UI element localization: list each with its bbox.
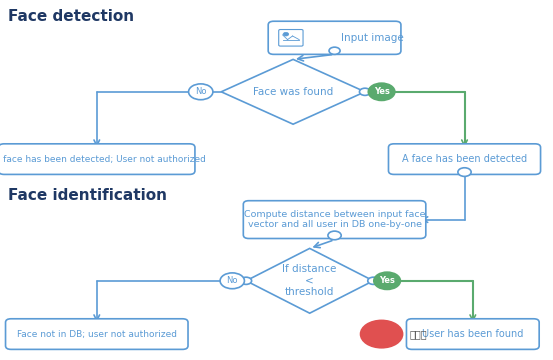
FancyBboxPatch shape	[406, 319, 539, 349]
Text: Yes: Yes	[379, 276, 395, 285]
Text: Face not in DB; user not authorized: Face not in DB; user not authorized	[17, 330, 177, 338]
Circle shape	[359, 88, 371, 95]
Text: Compute distance between input face
vector and all user in DB one-by-one: Compute distance between input face vect…	[244, 210, 425, 229]
FancyBboxPatch shape	[0, 144, 195, 174]
Circle shape	[328, 231, 341, 240]
Text: User has been found: User has been found	[422, 329, 524, 339]
Text: Face was found: Face was found	[253, 87, 333, 97]
Text: Face identification: Face identification	[8, 188, 168, 203]
Circle shape	[368, 83, 395, 100]
Circle shape	[241, 277, 252, 284]
Text: No face has been detected; User not authorized: No face has been detected; User not auth…	[0, 154, 206, 163]
Circle shape	[329, 47, 340, 54]
Text: Face detection: Face detection	[8, 9, 134, 24]
Polygon shape	[246, 248, 373, 313]
Circle shape	[458, 168, 471, 176]
FancyBboxPatch shape	[268, 21, 401, 54]
Text: If distance
<
threshold: If distance < threshold	[283, 264, 337, 297]
Text: Yes: Yes	[374, 87, 389, 96]
Circle shape	[368, 277, 379, 284]
Text: No: No	[227, 276, 238, 285]
Text: No: No	[195, 87, 206, 96]
Text: Input image: Input image	[341, 33, 404, 43]
Circle shape	[283, 32, 289, 36]
Text: 中文网: 中文网	[409, 329, 427, 339]
Circle shape	[361, 320, 403, 348]
Polygon shape	[221, 59, 365, 124]
Circle shape	[220, 273, 244, 289]
Text: php: php	[371, 329, 392, 339]
FancyBboxPatch shape	[388, 144, 540, 174]
Circle shape	[374, 272, 400, 289]
FancyBboxPatch shape	[6, 319, 188, 349]
Text: A face has been detected: A face has been detected	[402, 154, 527, 164]
FancyBboxPatch shape	[243, 201, 426, 238]
FancyBboxPatch shape	[279, 30, 303, 46]
Circle shape	[189, 84, 213, 100]
